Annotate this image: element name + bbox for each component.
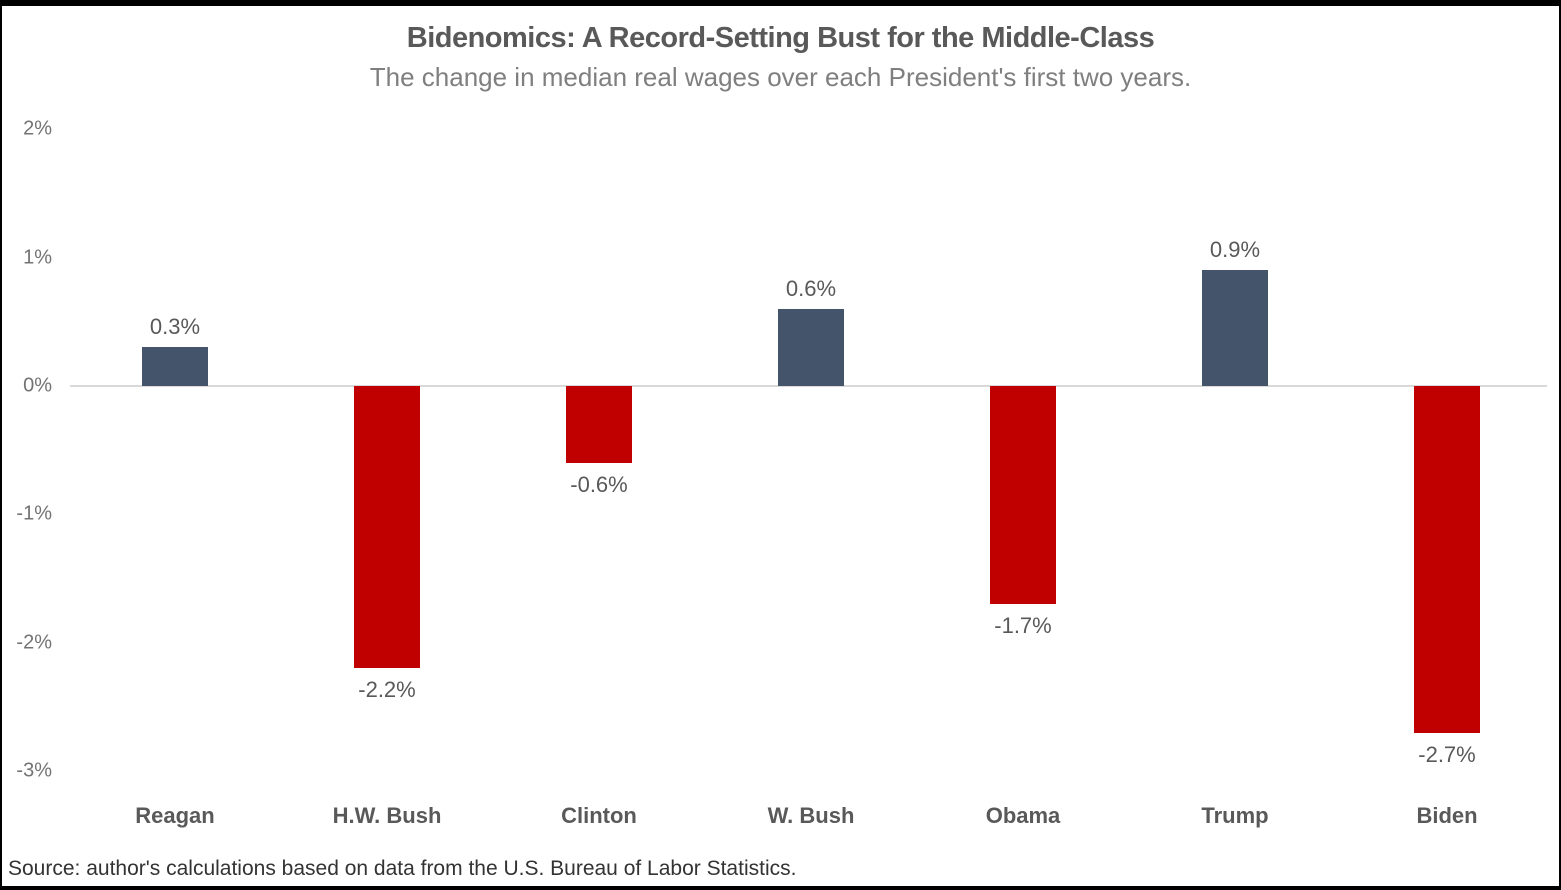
bar-w-bush xyxy=(778,308,844,386)
x-axis-label-w-bush: W. Bush xyxy=(767,803,855,828)
y-axis-tick-label: 1% xyxy=(23,246,52,269)
bar-value-label: 0.9% xyxy=(1209,237,1261,263)
x-axis-label-biden: Biden xyxy=(1416,803,1478,828)
bar-value-label: 0.3% xyxy=(149,314,201,340)
bar-biden xyxy=(1414,386,1480,733)
chart-canvas: Bidenomics: A Record-Setting Bust for th… xyxy=(2,6,1559,886)
bar-trump xyxy=(1202,270,1268,386)
bar-reagan xyxy=(142,347,208,386)
bar-clinton xyxy=(566,386,632,464)
bar-value-label: 0.6% xyxy=(785,275,837,301)
x-axis-line xyxy=(70,385,1547,387)
y-axis-tick-label: -2% xyxy=(16,631,52,654)
y-axis-tick-label: -3% xyxy=(16,759,52,782)
bar-value-label: -1.7% xyxy=(994,613,1052,639)
chart-title: Bidenomics: A Record-Setting Bust for th… xyxy=(406,22,1155,54)
x-axis-label-reagan: Reagan xyxy=(135,803,215,828)
bar-obama xyxy=(990,386,1056,605)
x-axis-label-trump: Trump xyxy=(1201,803,1269,828)
x-axis-label-clinton: Clinton xyxy=(561,803,637,828)
bar-value-label: -0.6% xyxy=(570,472,628,498)
bar-value-label: -2.2% xyxy=(358,677,416,703)
y-axis-tick-label: 2% xyxy=(23,117,52,140)
chart-subtitle: The change in median real wages over eac… xyxy=(369,62,1192,92)
x-axis-label-h-w-bush: H.W. Bush xyxy=(332,803,442,828)
bar-value-label: -2.7% xyxy=(1418,741,1476,767)
source-note: Source: author's calculations based on d… xyxy=(8,857,797,880)
x-axis-label-obama: Obama xyxy=(985,803,1061,828)
y-axis-tick-label: 0% xyxy=(23,374,52,397)
bar-h-w-bush xyxy=(354,386,420,669)
y-axis-tick-label: -1% xyxy=(16,502,52,525)
